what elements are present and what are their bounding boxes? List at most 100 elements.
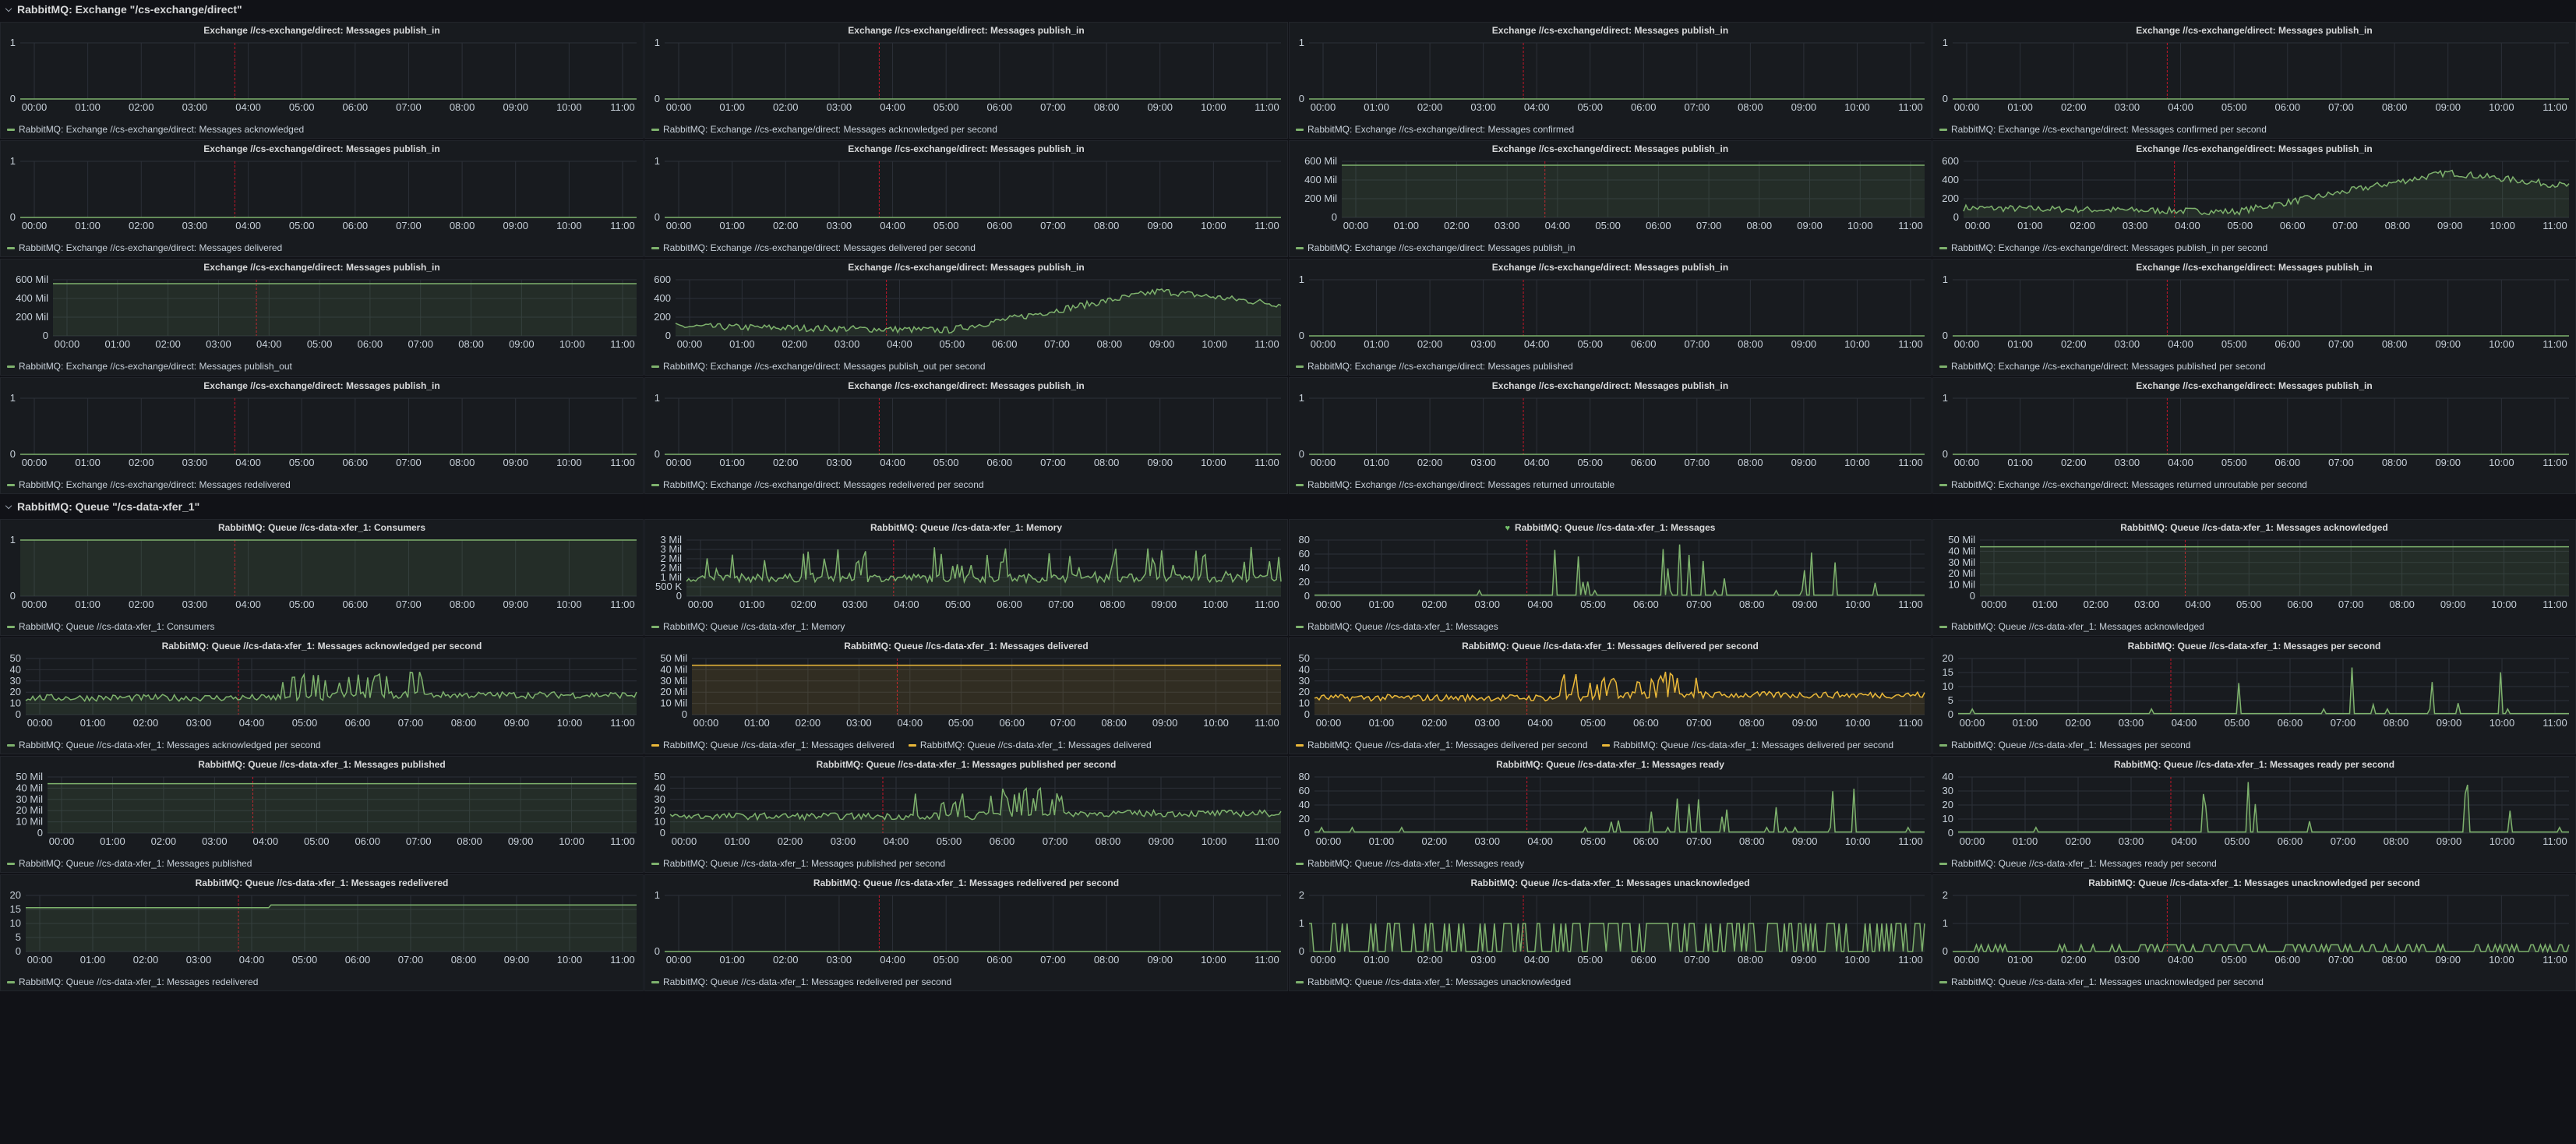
graph-panel[interactable]: RabbitMQ: Queue //cs-data-xfer_1: Messag… (0, 756, 644, 873)
graph-panel[interactable]: RabbitMQ: Queue //cs-data-xfer_1: Messag… (1289, 637, 1932, 754)
graph-panel[interactable]: Exchange //cs-exchange/direct: Messages … (1932, 259, 2576, 376)
graph-plot[interactable]: 0 200 Mil 400 Mil 600 Mil 00:00 01:00 02:00 03:… (1290, 141, 1931, 241)
panel-title[interactable]: Exchange //cs-exchange/direct: Messages … (1, 380, 643, 394)
graph-panel[interactable]: Exchange //cs-exchange/direct: Messages … (644, 377, 1288, 494)
panel-title[interactable]: RabbitMQ: Queue //cs-data-xfer_1: Messag… (1, 759, 643, 773)
graph-panel[interactable]: RabbitMQ: Queue //cs-data-xfer_1: Messag… (644, 874, 1288, 991)
graph-panel[interactable]: ♥ RabbitMQ: Queue //cs-data-xfer_1: Messa… (1289, 519, 1932, 636)
legend-item[interactable]: RabbitMQ: Exchange //cs-exchange/direct:… (1296, 478, 1614, 491)
legend-item[interactable]: RabbitMQ: Queue //cs-data-xfer_1: Messag… (651, 976, 951, 988)
panel-title[interactable]: Exchange //cs-exchange/direct: Messages … (1933, 262, 2575, 276)
graph-plot[interactable]: 0 1 00:00 01:00 02:00 03:00 04:00 05:00 06:00 07:… (645, 141, 1287, 241)
panel-title[interactable]: Exchange //cs-exchange/direct: Messages … (645, 380, 1287, 394)
panel-title[interactable]: ♥ RabbitMQ: Queue //cs-data-xfer_1: Messa… (1290, 522, 1931, 536)
legend-item[interactable]: RabbitMQ: Exchange //cs-exchange/direct:… (1296, 360, 1573, 373)
legend-item[interactable]: RabbitMQ: Exchange //cs-exchange/direct:… (7, 360, 292, 373)
legend-item[interactable]: RabbitMQ: Exchange //cs-exchange/direct:… (7, 242, 282, 254)
legend-item[interactable]: RabbitMQ: Exchange //cs-exchange/direct:… (7, 478, 291, 491)
legend-item[interactable]: RabbitMQ: Queue //cs-data-xfer_1: Messag… (7, 857, 252, 870)
legend-item[interactable]: RabbitMQ: Queue //cs-data-xfer_1: Messag… (1939, 739, 2190, 751)
panel-title[interactable]: RabbitMQ: Queue //cs-data-xfer_1: Messag… (1, 877, 643, 892)
graph-panel[interactable]: Exchange //cs-exchange/direct: Messages … (0, 259, 644, 376)
legend-item[interactable]: RabbitMQ: Exchange //cs-exchange/direct:… (1296, 123, 1574, 136)
panel-title[interactable]: RabbitMQ: Queue //cs-data-xfer_1: Memory (645, 522, 1287, 536)
graph-panel[interactable]: RabbitMQ: Queue //cs-data-xfer_1: Messag… (644, 756, 1288, 873)
panel-title[interactable]: Exchange //cs-exchange/direct: Messages … (1, 143, 643, 157)
legend-item[interactable]: RabbitMQ: Queue //cs-data-xfer_1: Messag… (1296, 857, 1524, 870)
panel-title[interactable]: Exchange //cs-exchange/direct: Messages … (1290, 143, 1931, 157)
graph-plot[interactable]: 0 1 00:00 01:00 02:00 03:00 04:00 05:00 06:00 07:… (1290, 378, 1931, 478)
graph-panel[interactable]: RabbitMQ: Queue //cs-data-xfer_1: Memory… (644, 519, 1288, 636)
legend-item[interactable]: RabbitMQ: Queue //cs-data-xfer_1: Memory (651, 620, 845, 633)
graph-panel[interactable]: RabbitMQ: Queue //cs-data-xfer_1: Messag… (0, 637, 644, 754)
legend-item[interactable]: RabbitMQ: Exchange //cs-exchange/direct:… (651, 242, 976, 254)
graph-panel[interactable]: RabbitMQ: Queue //cs-data-xfer_1: Messag… (1932, 756, 2576, 873)
graph-plot[interactable]: 0 1 00:00 01:00 02:00 03:00 04:00 05:00 06:00 07:… (1933, 260, 2575, 359)
panel-title[interactable]: Exchange //cs-exchange/direct: Messages … (645, 143, 1287, 157)
legend-item[interactable]: RabbitMQ: Queue //cs-data-xfer_1: Messag… (1939, 620, 2204, 633)
graph-plot[interactable]: 0 1 00:00 01:00 02:00 03:00 04:00 05:00 06:00 07:… (1933, 23, 2575, 122)
panel-title[interactable]: RabbitMQ: Queue //cs-data-xfer_1: Messag… (1290, 641, 1931, 655)
panel-title[interactable]: RabbitMQ: Queue //cs-data-xfer_1: Messag… (645, 641, 1287, 655)
legend-item[interactable]: RabbitMQ: Exchange //cs-exchange/direct:… (1296, 242, 1576, 254)
panel-title[interactable]: RabbitMQ: Queue //cs-data-xfer_1: Messag… (1933, 877, 2575, 892)
legend-item[interactable]: RabbitMQ: Exchange //cs-exchange/direct:… (1939, 478, 2307, 491)
legend-item[interactable]: RabbitMQ: Queue //cs-data-xfer_1: Messag… (1601, 739, 1893, 751)
graph-plot[interactable]: 0 1 00:00 01:00 02:00 03:00 04:00 05:00 06:00 07:… (1, 378, 643, 478)
legend-item[interactable]: RabbitMQ: Queue //cs-data-xfer_1: Messag… (908, 739, 1152, 751)
graph-panel[interactable]: Exchange //cs-exchange/direct: Messages … (1932, 377, 2576, 494)
graph-panel[interactable]: Exchange //cs-exchange/direct: Messages … (644, 140, 1288, 257)
graph-panel[interactable]: RabbitMQ: Queue //cs-data-xfer_1: Messag… (0, 874, 644, 991)
legend-item[interactable]: RabbitMQ: Queue //cs-data-xfer_1: Messag… (1939, 857, 2217, 870)
panel-title[interactable]: RabbitMQ: Queue //cs-data-xfer_1: Consum… (1, 522, 643, 536)
graph-panel[interactable]: Exchange //cs-exchange/direct: Messages … (1932, 22, 2576, 139)
graph-plot[interactable]: 0 1 2 00:00 01:00 02:00 03:00 04:00 05:00 06:00 07… (1290, 875, 1931, 975)
panel-title[interactable]: RabbitMQ: Queue //cs-data-xfer_1: Messag… (1933, 759, 2575, 773)
graph-plot[interactable]: 0 10 20 30 40 00:00 01:00 02:00 03:00 04:00 05:00 0… (1933, 757, 2575, 856)
legend-item[interactable]: RabbitMQ: Queue //cs-data-xfer_1: Messag… (1296, 620, 1498, 633)
graph-plot[interactable]: 0 20 40 60 80 00:00 01:00 02:00 03:00 04:00 05:00 0… (1290, 757, 1931, 856)
panel-title[interactable]: RabbitMQ: Queue //cs-data-xfer_1: Messag… (645, 759, 1287, 773)
graph-plot[interactable]: 0 1 00:00 01:00 02:00 03:00 04:00 05:00 06:00 07:… (645, 875, 1287, 975)
panel-title[interactable]: RabbitMQ: Queue //cs-data-xfer_1: Messag… (1933, 522, 2575, 536)
graph-panel[interactable]: RabbitMQ: Queue //cs-data-xfer_1: Messag… (1932, 874, 2576, 991)
panel-title[interactable]: RabbitMQ: Queue //cs-data-xfer_1: Messag… (1290, 877, 1931, 892)
graph-plot[interactable]: 0 1 2 00:00 01:00 02:00 03:00 04:00 05:00 06:00 07… (1933, 875, 2575, 975)
graph-panel[interactable]: Exchange //cs-exchange/direct: Messages … (644, 22, 1288, 139)
legend-item[interactable]: RabbitMQ: Queue //cs-data-xfer_1: Consum… (7, 620, 214, 633)
graph-plot[interactable]: 0 1 00:00 01:00 02:00 03:00 04:00 05:00 06:00 07:… (1290, 23, 1931, 122)
panel-title[interactable]: RabbitMQ: Queue //cs-data-xfer_1: Messag… (1, 641, 643, 655)
chevron-down-icon[interactable]: ⌵ (5, 4, 12, 14)
graph-plot[interactable]: 0 200 Mil 400 Mil 600 Mil 00:00 01:00 02:00 03:… (1, 260, 643, 359)
panel-title[interactable]: RabbitMQ: Queue //cs-data-xfer_1: Messag… (1290, 759, 1931, 773)
legend-item[interactable]: RabbitMQ: Queue //cs-data-xfer_1: Messag… (7, 739, 321, 751)
legend-item[interactable]: RabbitMQ: Exchange //cs-exchange/direct:… (1939, 123, 2267, 136)
graph-plot[interactable]: 0 1 00:00 01:00 02:00 03:00 04:00 05:00 06:00 07:… (1, 141, 643, 241)
graph-plot[interactable]: 0 1 00:00 01:00 02:00 03:00 04:00 05:00 06:00 07:… (1, 520, 643, 620)
graph-panel[interactable]: RabbitMQ: Queue //cs-data-xfer_1: Messag… (1289, 874, 1932, 991)
legend-item[interactable]: RabbitMQ: Queue //cs-data-xfer_1: Messag… (1939, 976, 2264, 988)
row-header[interactable]: ⌵ RabbitMQ: Exchange "/cs-exchange/direct… (0, 0, 2576, 19)
graph-plot[interactable]: 0 20 40 60 80 00:00 01:00 02:00 03:00 04:00 05:00 0… (1290, 520, 1931, 620)
panel-title[interactable]: Exchange //cs-exchange/direct: Messages … (645, 25, 1287, 39)
legend-item[interactable]: RabbitMQ: Queue //cs-data-xfer_1: Messag… (7, 976, 258, 988)
legend-item[interactable]: RabbitMQ: Exchange //cs-exchange/direct:… (651, 478, 984, 491)
panel-title[interactable]: Exchange //cs-exchange/direct: Messages … (1933, 380, 2575, 394)
legend-item[interactable]: RabbitMQ: Exchange //cs-exchange/direct:… (651, 123, 997, 136)
legend-item[interactable]: RabbitMQ: Exchange //cs-exchange/direct:… (651, 360, 986, 373)
graph-panel[interactable]: RabbitMQ: Queue //cs-data-xfer_1: Messag… (1932, 637, 2576, 754)
graph-panel[interactable]: RabbitMQ: Queue //cs-data-xfer_1: Messag… (644, 637, 1288, 754)
graph-plot[interactable]: 0 200 400 600 00:00 01:00 02:00 03:00 04:00 05:00… (1933, 141, 2575, 241)
panel-title[interactable]: Exchange //cs-exchange/direct: Messages … (1290, 380, 1931, 394)
panel-title[interactable]: RabbitMQ: Queue //cs-data-xfer_1: Messag… (645, 877, 1287, 892)
graph-panel[interactable]: RabbitMQ: Queue //cs-data-xfer_1: Consum… (0, 519, 644, 636)
chevron-down-icon[interactable]: ⌵ (5, 501, 12, 511)
graph-panel[interactable]: Exchange //cs-exchange/direct: Messages … (644, 259, 1288, 376)
legend-item[interactable]: RabbitMQ: Exchange //cs-exchange/direct:… (7, 123, 304, 136)
panel-title[interactable]: Exchange //cs-exchange/direct: Messages … (1290, 262, 1931, 276)
legend-item[interactable]: RabbitMQ: Queue //cs-data-xfer_1: Messag… (651, 739, 895, 751)
